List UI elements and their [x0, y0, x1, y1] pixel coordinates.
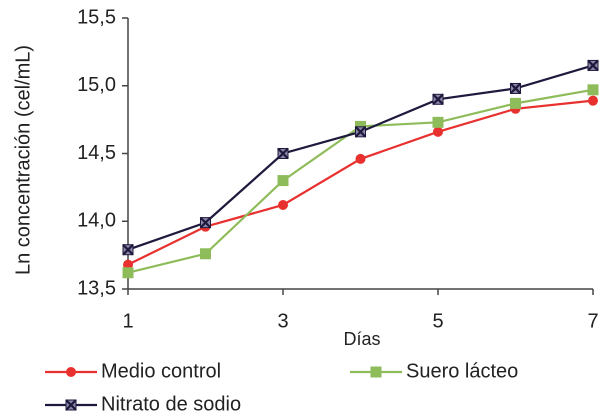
marker-shape: [122, 267, 134, 279]
series-line: [127, 88, 594, 274]
marker: [509, 82, 522, 95]
marker: [587, 84, 599, 96]
marker-shape: [432, 93, 444, 106]
legend-label: Nitrato de sodio: [101, 393, 241, 415]
x-tick-label: 7: [587, 310, 598, 332]
marker: [277, 147, 289, 160]
marker: [66, 367, 76, 377]
marker-shape: [65, 399, 77, 411]
marker-shape: [355, 153, 366, 164]
marker-shape: [199, 216, 212, 229]
marker: [355, 153, 366, 164]
marker-shape: [432, 116, 444, 128]
marker: [123, 259, 133, 270]
marker: [65, 399, 77, 411]
y-tick-label: 15,0: [77, 74, 116, 96]
marker: [432, 116, 444, 128]
marker: [277, 175, 289, 187]
x-tick-label: 3: [277, 310, 288, 332]
marker-shape: [588, 95, 598, 106]
y-tick-label: 15,5: [77, 6, 116, 28]
marker-shape: [278, 199, 288, 210]
x-axis-label: Días: [343, 329, 380, 349]
marker: [200, 248, 211, 260]
marker-shape: [277, 147, 289, 160]
marker: [510, 97, 521, 109]
y-tick-label: 14,5: [77, 142, 116, 164]
marker-shape: [433, 126, 443, 137]
marker-shape: [587, 59, 599, 72]
marker: [432, 93, 444, 106]
marker: [122, 267, 134, 279]
x-tick-label: 5: [432, 310, 443, 332]
marker: [354, 126, 367, 138]
marker-shape: [354, 126, 367, 138]
marker-shape: [587, 84, 599, 96]
marker: [588, 95, 598, 106]
marker-shape: [200, 248, 211, 260]
y-axis-label: Ln concentración (cel/mL): [12, 45, 34, 275]
marker-shape: [66, 367, 76, 377]
marker-shape: [510, 97, 521, 109]
legend-label: Suero lácteo: [406, 360, 518, 382]
y-tick-label: 13,5: [77, 277, 116, 299]
y-tick-label: 14,0: [77, 210, 116, 232]
marker: [199, 216, 212, 229]
legend-label: Medio control: [101, 360, 221, 382]
x-tick-label: 1: [122, 310, 133, 332]
marker: [433, 126, 443, 137]
marker: [587, 59, 599, 72]
marker: [370, 366, 382, 378]
marker: [278, 199, 288, 210]
marker-shape: [123, 259, 133, 270]
marker-shape: [509, 82, 522, 95]
marker: [122, 243, 134, 256]
marker-shape: [370, 366, 382, 378]
marker-shape: [277, 175, 289, 187]
marker-shape: [122, 243, 134, 256]
